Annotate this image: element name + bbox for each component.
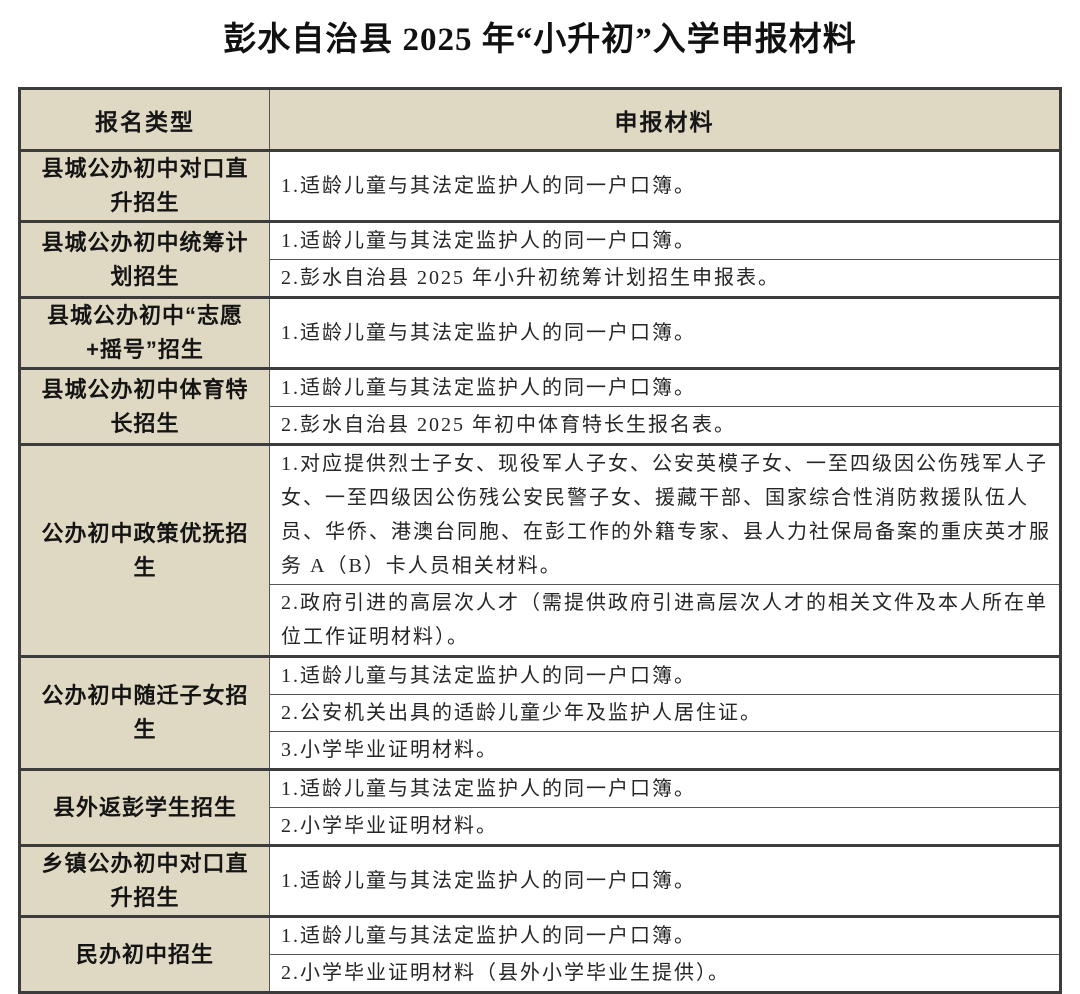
header-row: 报名类型 申报材料 <box>19 88 1061 152</box>
table-body: 县城公办初中对口直升招生 1.适龄儿童与其法定监护人的同一户口簿。 县城公办初中… <box>19 149 1061 993</box>
registration-type-cell: 县城公办初中体育特长招生 <box>19 367 270 445</box>
material-cell: 1.适龄儿童与其法定监护人的同一户口簿。 <box>269 220 1061 260</box>
table-header: 报名类型 申报材料 <box>19 88 1061 152</box>
table-row: 2.公安机关出具的适龄儿童少年及监护人居住证。 <box>20 694 1061 732</box>
registration-type-cell: 乡镇公办初中对口直升招生 <box>19 844 270 917</box>
table-row: 2.政府引进的高层次人才（需提供政府引进高层次人才的相关文件及本人所在单位工作证… <box>20 584 1061 657</box>
material-cell: 2.公安机关出具的适龄儿童少年及监护人居住证。 <box>269 694 1061 732</box>
material-cell: 2.彭水自治县 2025 年小升初统筹计划招生申报表。 <box>269 259 1061 298</box>
application-materials-table: 报名类型 申报材料 县城公办初中对口直升招生 1.适龄儿童与其法定监护人的同一户… <box>18 87 1062 994</box>
registration-type-cell: 县外返彭学生招生 <box>19 768 270 846</box>
material-cell: 1.适龄儿童与其法定监护人的同一户口簿。 <box>269 149 1061 222</box>
material-cell: 1.适龄儿童与其法定监护人的同一户口簿。 <box>269 296 1061 369</box>
material-cell: 3.小学毕业证明材料。 <box>269 731 1061 770</box>
table-row: 公办初中随迁子女招生 1.适龄儿童与其法定监护人的同一户口簿。 <box>19 655 1061 770</box>
material-cell: 1.适龄儿童与其法定监护人的同一户口簿。 <box>269 844 1061 917</box>
table-row: 县外返彭学生招生 1.适龄儿童与其法定监护人的同一户口簿。 <box>19 768 1061 846</box>
registration-type-cell: 县城公办初中“志愿+摇号”招生 <box>19 296 270 369</box>
table-row: 民办初中招生 1.适龄儿童与其法定监护人的同一户口簿。 <box>19 915 1061 993</box>
material-cell: 1.对应提供烈士子女、现役军人子女、公安英模子女、一至四级因公伤残军人子女、一至… <box>269 443 1061 585</box>
column-header-materials: 申报材料 <box>269 88 1061 152</box>
column-header-registration-type: 报名类型 <box>19 88 270 152</box>
registration-type-cell: 县城公办初中对口直升招生 <box>19 149 270 222</box>
table-row: 3.小学毕业证明材料。 <box>20 731 1061 770</box>
material-cell: 2.政府引进的高层次人才（需提供政府引进高层次人才的相关文件及本人所在单位工作证… <box>269 584 1061 657</box>
registration-type-cell: 县城公办初中统筹计划招生 <box>19 220 270 298</box>
material-cell: 1.适龄儿童与其法定监护人的同一户口簿。 <box>269 655 1061 695</box>
page-title: 彭水自治县 2025 年“小升初”入学申报材料 <box>223 22 857 58</box>
material-cell: 1.适龄儿童与其法定监护人的同一户口簿。 <box>269 915 1061 955</box>
registration-type-cell: 公办初中随迁子女招生 <box>19 655 270 770</box>
table-row: 公办初中政策优抚招生 1.对应提供烈士子女、现役军人子女、公安英模子女、一至四级… <box>19 443 1061 657</box>
table-row: 2.彭水自治县 2025 年初中体育特长生报名表。 <box>20 406 1061 445</box>
material-cell: 2.彭水自治县 2025 年初中体育特长生报名表。 <box>269 406 1061 445</box>
material-cell: 1.适龄儿童与其法定监护人的同一户口簿。 <box>269 768 1061 808</box>
table-row: 乡镇公办初中对口直升招生 1.适龄儿童与其法定监护人的同一户口簿。 <box>19 844 1061 917</box>
material-cell: 2.小学毕业证明材料（县外小学毕业生提供）。 <box>269 954 1061 993</box>
table-row: 2.彭水自治县 2025 年小升初统筹计划招生申报表。 <box>20 259 1061 298</box>
registration-type-cell: 民办初中招生 <box>19 915 270 993</box>
registration-type-cell: 公办初中政策优抚招生 <box>19 443 270 657</box>
material-cell: 2.小学毕业证明材料。 <box>269 807 1061 846</box>
table-row: 县城公办初中统筹计划招生 1.适龄儿童与其法定监护人的同一户口簿。 <box>19 220 1061 298</box>
material-cell: 1.适龄儿童与其法定监护人的同一户口簿。 <box>269 367 1061 407</box>
table-row: 县城公办初中对口直升招生 1.适龄儿童与其法定监护人的同一户口簿。 <box>19 149 1061 222</box>
table-row: 县城公办初中“志愿+摇号”招生 1.适龄儿童与其法定监护人的同一户口簿。 <box>19 296 1061 369</box>
table-row: 县城公办初中体育特长招生 1.适龄儿童与其法定监护人的同一户口簿。 <box>19 367 1061 445</box>
